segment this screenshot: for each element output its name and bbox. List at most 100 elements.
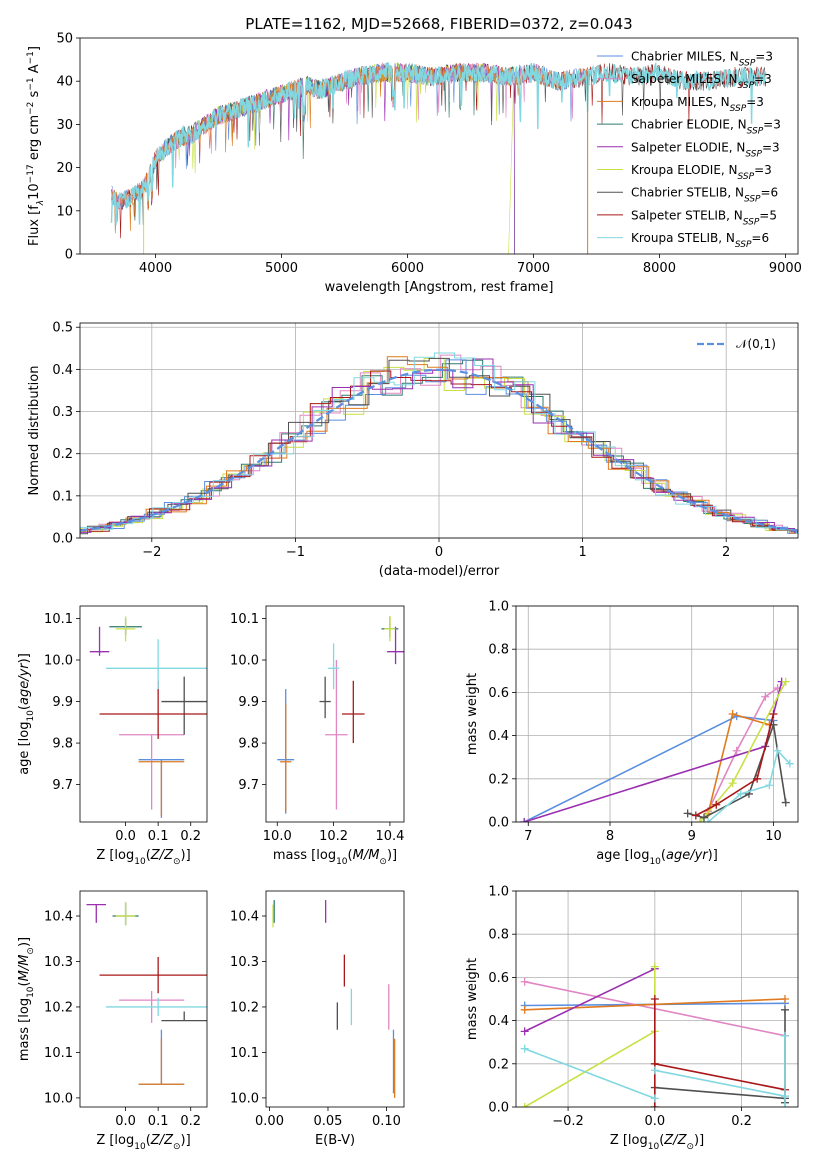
massweight_vs_age-ytick-label: 0.4 [488,729,509,744]
massweight_vs_age-series-salpeter_miles [707,687,779,812]
spectrum-xtick-label: 5000 [265,261,298,276]
residuals-histogram-salpeter_stelib [80,370,798,532]
residuals-ytick-label: 0.2 [52,447,73,462]
residuals-histogram-kroupa_miles [80,356,798,534]
mass_vs_ebv-ytick-label: 10.2 [230,1000,259,1015]
massweight_vs_age-marker-kroupa_stelib [736,789,745,798]
massweight_vs_Z-ytick-label: 0.0 [488,1101,509,1116]
massweight_vs_Z-series-chabrier_stelib [654,1086,786,1100]
residuals-legend-label: 𝒩(0,1) [736,337,776,351]
age_vs_mass-ytick-label: 10.1 [230,612,259,627]
age_vs_mass-frame [265,605,405,823]
age_vs_Z-ytick-label: 9.9 [52,695,73,710]
massweight_vs_Z-marker-salpeter_stelib [650,1103,659,1107]
mass_vs_ebv-ytick-label: 10.3 [230,955,259,970]
age_vs_Z-axes: 0.0 0.1 0.2 9.7 9.8 9.9 10.0 10.1 [44,612,201,844]
age_vs_Z-ytick-label: 9.8 [52,737,73,752]
mass_vs_ebv-axes: 0.00 0.05 0.10 10.0 10.1 10.2 10.3 10.4 [230,910,401,1129]
mass_vs_ebv-ytick-label: 10.0 [230,1091,259,1106]
spectrum-lines [110,61,767,254]
massweight_vs_age-marker-chabrier_stelib [700,813,708,822]
mass_vs_Z-xlabel: Z [log10(Z/Z⊙)] [96,1133,190,1152]
residuals-histograms [80,352,798,535]
massweight_vs_age-marker-kroupa_elodie [728,779,737,788]
massweight_vs_Z-marker-salpeter_miles [520,977,529,986]
spectrum-xtick-label: 8000 [643,261,676,276]
massweight_vs_Z-ytick-label: 0.6 [488,971,509,986]
massweight_vs_Z-marker-chabrier_stelib [780,1005,789,1014]
age_vs_Z-xtick-label: 0.0 [115,829,136,844]
age_vs_mass-ytick-label: 9.9 [238,695,259,710]
massweight_vs_age-xtick-label: 7 [524,829,532,844]
massweight_vs_Z-ytick-label: 1.0 [488,885,509,900]
massweight_vs_age-marker-kroupa_stelib [773,746,782,755]
spectrum-legend-label: Kroupa STELIB, NSSP=6 [631,231,769,250]
spectrum-ytick-label: 40 [56,75,73,90]
mass_vs_Z-xtick-label: 0.1 [148,1114,169,1129]
massweight_vs_age-marker-kroupa_stelib [765,781,774,790]
spectrum-xlabel: wavelength [Angstrom, rest frame] [325,280,554,295]
age_vs_mass-ytick-label: 9.7 [238,778,259,793]
age_vs_Z-xtick-label: 0.1 [148,829,169,844]
massweight_vs_age-marker-salpeter_stelib [712,800,721,809]
age_vs_mass-xtick-label: 10.0 [263,829,292,844]
residuals-xtick-label: −2 [142,545,161,560]
mass_vs_ebv-ytick-label: 10.4 [230,910,259,925]
massweight_vs_age-marker-chabrier_stelib [683,809,692,818]
mass_vs_Z-points [86,902,207,1085]
spectrum-ytick-label: 30 [56,118,73,133]
massweight_vs_Z-marker-kroupa_elodie [520,1103,529,1107]
massweight_vs_age-marker-salpeter_elodie [520,818,529,822]
spectrum-legend-label: Kroupa ELODIE, NSSP=3 [631,163,772,182]
massweight_vs_age-xtick-label: 9 [688,829,696,844]
massweight_vs_Z-marker-kroupa_stelib [780,1031,789,1040]
residuals-ytick-label: 0.0 [52,532,73,547]
residuals-ytick-label: 0.3 [52,405,73,420]
mass_vs_Z-xtick-label: 0.2 [180,1114,201,1129]
age_vs_mass-ytick-label: 10.0 [230,654,259,669]
massweight_vs_age-ylabel: mass weight [465,673,480,755]
residuals-ylabel: Normed distribution [27,366,42,496]
age_vs_Z-ytick-label: 9.7 [52,778,73,793]
massweight_vs_Z-ytick-label: 0.2 [488,1057,509,1072]
residuals-frame [79,322,799,539]
spectrum-ytick-label: 0 [65,248,73,263]
spectrum-ytick-label: 50 [56,32,73,47]
age_vs_mass-xtick-label: 10.2 [319,829,348,844]
spectrum-ylabel: Flux [fλ10−17 erg cm−2 s−1 A−1] [26,46,46,246]
massweight_vs_age-ytick-label: 0.2 [488,772,509,787]
age_vs_Z-points [89,616,207,818]
residuals-xtick-label: 2 [722,545,730,560]
mass_vs_Z-ytick-label: 10.0 [44,1091,73,1106]
age_vs_Z-ytick-label: 10.1 [44,612,73,627]
spectrum-xtick-label: 9000 [769,261,802,276]
massweight_vs_Z-series-salpeter_stelib [654,1063,786,1091]
massweight_vs_age-ytick-label: 0.0 [488,816,509,831]
mass_vs_ebv-frame [265,890,405,1108]
massweight_vs_Z-series-kroupa_elodie [524,1030,656,1107]
residuals-xtick-label: 0 [435,545,443,560]
massweight_vs_Z-marker-kroupa_stelib [520,1044,529,1053]
residuals-xtick-label: −1 [286,545,305,560]
massweight_vs_age-marker-salpeter_stelib [691,811,700,820]
massweight_vs_Z-xtick-label: 0.0 [644,1114,665,1129]
mass_vs_Z-xtick-label: 0.0 [115,1114,136,1129]
massweight_vs_Z-marker-kroupa_stelib [650,1066,659,1075]
residuals-ytick-label: 0.5 [52,321,73,336]
massweight_vs_Z-marker-kroupa_stelib [780,1103,789,1107]
massweight_vs_Z-ytick-label: 0.4 [488,1014,509,1029]
massweight_vs_age-ytick-label: 0.6 [488,686,509,701]
age_vs_Z-ylabel: age [log10(age/yr)] [17,653,36,775]
spectrum-xtick-label: 6000 [391,261,424,276]
massweight_vs_Z-ylabel: mass weight [465,958,480,1040]
massweight_vs_Z-xtick-label: −0.2 [552,1114,584,1129]
spectrum-legend-label: Salpeter MILES, NSSP=3 [631,72,772,91]
age_vs_Z-xtick-label: 0.2 [180,829,201,844]
mass_vs_Z-frame [79,890,208,1108]
mass_vs_ebv-xlabel: E(B-V) [315,1133,355,1148]
massweight_vs_Z-xlabel: Z [log10(Z/Z⊙)] [610,1133,704,1152]
residuals-ytick-label: 0.1 [52,489,73,504]
spectrum-xtick-label: 7000 [517,261,550,276]
massweight_vs_Z-series-kroupa_stelib [524,1047,656,1100]
massweight_vs_age-ytick-label: 1.0 [488,600,509,615]
